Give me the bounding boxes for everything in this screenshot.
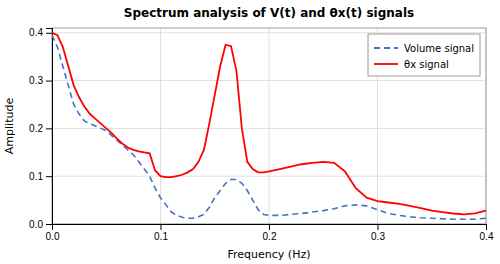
y-axis-title: Amplitude <box>3 98 16 155</box>
grid-line-x <box>269 28 270 224</box>
tick: 0.0 <box>46 224 60 242</box>
plot-area: 0.0 0.1 0.2 0.3 0.4 0.0 0.1 0.2 0.3 0.4 Volume sig… <box>29 27 494 242</box>
axis-domain <box>53 225 487 231</box>
legend-item: θx signal <box>374 59 449 70</box>
legend-item: Volume signal <box>374 43 474 54</box>
tick-mark <box>269 224 270 230</box>
legend-swatch <box>374 63 398 65</box>
tick: 0.1 <box>154 224 168 242</box>
y-axis: 0.0 0.1 0.2 0.3 0.4 <box>29 27 52 229</box>
grid-line-y <box>52 176 486 177</box>
tick-mark <box>378 224 379 230</box>
tick: 0.3 <box>29 75 52 86</box>
legend-label: θx signal <box>404 59 449 70</box>
tick: 0.4 <box>29 27 52 38</box>
axis-domain <box>46 29 53 225</box>
tick-mark <box>46 81 52 82</box>
tick-label: 0.2 <box>29 123 43 134</box>
x-axis: 0.0 0.1 0.2 0.3 0.4 <box>46 224 494 242</box>
tick-mark <box>46 33 52 34</box>
tick-label: 0.4 <box>480 231 494 242</box>
title: Spectrum analysis of V(t) and θx(t) sign… <box>124 6 414 20</box>
grid <box>52 28 486 224</box>
tick-label: 0.0 <box>29 219 43 230</box>
x-axis-title: Frequency (Hz) <box>228 248 311 261</box>
legend: Volume signal θx signal <box>368 34 480 76</box>
grid-line-y <box>52 80 486 81</box>
tick-label: 0.0 <box>46 231 60 242</box>
tick: 0.0 <box>29 219 52 230</box>
tick-mark <box>46 176 52 177</box>
plot-frame <box>52 28 486 224</box>
tick: 0.2 <box>29 123 52 134</box>
legend-swatch <box>374 47 398 49</box>
tick-label: 0.3 <box>29 75 43 86</box>
tick-mark <box>46 128 52 129</box>
tick-label: 0.1 <box>154 231 168 242</box>
lines <box>52 33 486 219</box>
tick: 0.2 <box>263 224 277 242</box>
tick: 0.1 <box>29 171 52 182</box>
tick-mark <box>161 224 162 230</box>
tick: 0.4 <box>480 224 494 242</box>
grid-line-y <box>52 32 486 33</box>
tick-label: 0.1 <box>29 171 43 182</box>
chart: 0.0 0.1 0.2 0.3 0.4 0.0 0.1 0.2 0.3 0.4 Volume sig… <box>0 0 500 264</box>
legend-box <box>368 34 480 76</box>
tick: 0.3 <box>371 224 385 242</box>
tick-label: 0.3 <box>371 231 385 242</box>
series-line <box>52 35 486 219</box>
legend-label: Volume signal <box>404 43 474 54</box>
tick-mark <box>46 224 52 225</box>
tick-mark <box>486 224 487 230</box>
grid-line-y <box>52 128 486 129</box>
tick-label: 0.4 <box>29 27 43 38</box>
tick-label: 0.2 <box>263 231 277 242</box>
series-line <box>52 33 486 215</box>
grid-line-x <box>160 28 161 224</box>
